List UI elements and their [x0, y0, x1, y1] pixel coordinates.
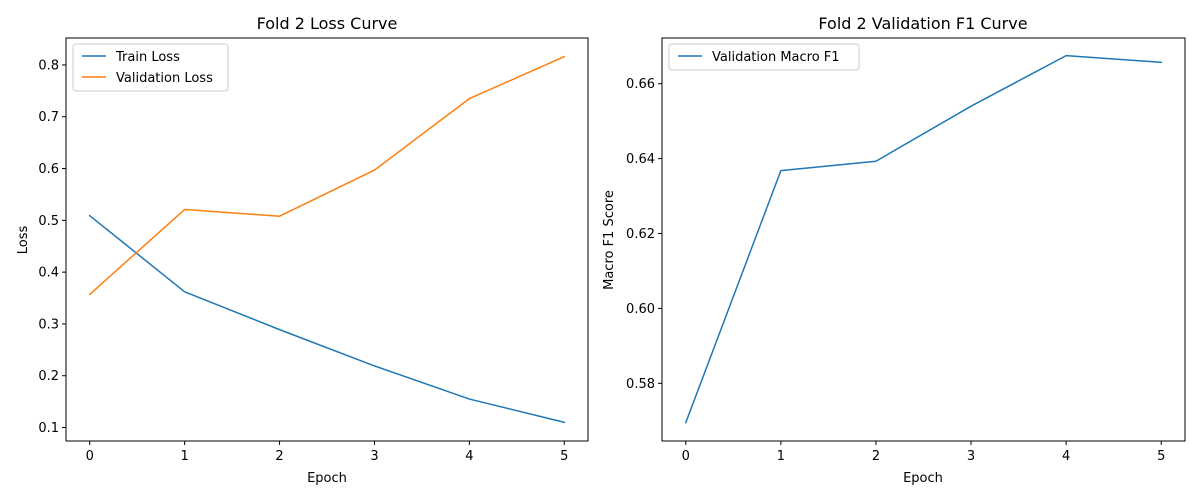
loss-series-line-1 [88, 55, 566, 296]
f1-y-ticks: 0.58 0.60 0.62 0.64 0.66 [626, 77, 662, 392]
loss-y-axis-label: Loss [16, 226, 31, 255]
loss-legend-box [72, 43, 229, 92]
loss-legend: Train Loss Validation Loss [72, 43, 229, 92]
loss-plot-frame [65, 37, 589, 442]
loss-x-tick-label: 2 [275, 449, 283, 464]
f1-series-line-0 [684, 54, 1163, 424]
f1-y-tick-label: 0.58 [626, 377, 655, 392]
f1-legend: Validation Macro F1 [668, 43, 860, 71]
loss-legend-label-validation: Validation Loss [116, 71, 213, 86]
loss-chart-title: Fold 2 Loss Curve [257, 14, 398, 33]
f1-y-tick-label: 0.64 [626, 152, 655, 167]
f1-x-axis-label: Epoch [903, 471, 943, 486]
loss-y-tick-label: 0.8 [38, 58, 59, 73]
loss-x-tick-label: 1 [180, 449, 188, 464]
f1-legend-label: Validation Macro F1 [712, 50, 840, 65]
loss-x-tick-label: 4 [465, 449, 473, 464]
f1-series-group [684, 54, 1163, 424]
loss-x-tick-label: 0 [86, 449, 94, 464]
loss-y-tick-label: 0.4 [38, 266, 59, 281]
loss-legend-label-train: Train Loss [115, 50, 180, 65]
f1-y-tick-label: 0.62 [626, 227, 655, 242]
f1-y-tick-label: 0.60 [626, 302, 655, 317]
f1-legend-box [668, 43, 860, 71]
loss-series-line-0 [88, 214, 566, 424]
loss-y-ticks: 0.1 0.2 0.3 0.4 0.5 0.6 0.7 0.8 [38, 58, 66, 436]
f1-x-tick-label: 4 [1062, 449, 1070, 464]
loss-x-tick-label: 3 [370, 449, 378, 464]
loss-y-tick-label: 0.6 [38, 162, 59, 177]
f1-y-tick-label: 0.66 [626, 77, 655, 92]
f1-x-tick-label: 1 [777, 449, 785, 464]
f1-x-tick-label: 3 [967, 449, 975, 464]
loss-y-tick-label: 0.2 [38, 369, 59, 384]
f1-y-axis-label: Macro F1 Score [602, 190, 617, 290]
f1-chart-title: Fold 2 Validation F1 Curve [818, 14, 1027, 33]
f1-x-tick-label: 2 [872, 449, 880, 464]
f1-x-ticks: 0 1 2 3 4 5 [682, 441, 1165, 464]
loss-x-tick-label: 5 [560, 449, 568, 464]
loss-series-group [88, 55, 566, 424]
f1-plot-frame [661, 37, 1186, 442]
f1-x-tick-label: 0 [682, 449, 690, 464]
loss-y-tick-label: 0.7 [38, 110, 59, 125]
loss-chart: Fold 2 Loss Curve 0 1 2 3 4 5 0.1 0.2 0.3 0.4 0.5… [16, 14, 589, 486]
loss-x-ticks: 0 1 2 3 4 5 [86, 441, 568, 464]
loss-y-tick-label: 0.1 [38, 421, 59, 436]
loss-y-tick-label: 0.5 [38, 214, 59, 229]
f1-x-tick-label: 5 [1157, 449, 1165, 464]
loss-y-tick-label: 0.3 [38, 317, 59, 332]
loss-x-axis-label: Epoch [307, 471, 347, 486]
